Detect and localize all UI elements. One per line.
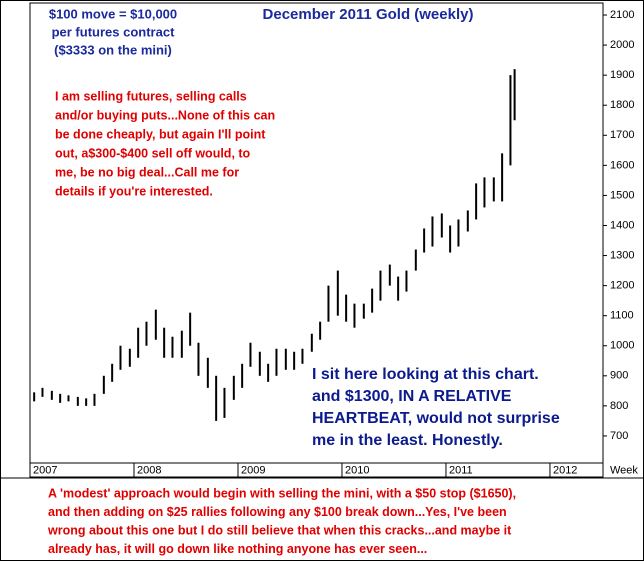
y-tick-label: 900	[610, 370, 628, 382]
annotation: me in the least. Honestly.	[312, 432, 503, 449]
y-tick-label: 1500	[610, 189, 634, 201]
annotation: ($3333 on the mini)	[54, 42, 172, 57]
y-tick-label: 1200	[610, 280, 634, 292]
y-tick-label: 1900	[610, 69, 634, 81]
annotation: I am selling futures, selling calls	[55, 89, 247, 103]
x-tick-label: 2010	[345, 464, 369, 476]
annotation: be done cheaply, but again I'll point	[55, 127, 266, 141]
y-tick-label: 1400	[610, 219, 634, 231]
x-tick-label: 2011	[449, 464, 473, 476]
annotation: details if you're interested.	[55, 184, 213, 198]
y-tick-label: 1100	[610, 310, 634, 322]
annotation: already has, it will go down like nothin…	[48, 542, 427, 556]
x-tick-label: 2007	[33, 464, 57, 476]
y-tick-label: 1000	[610, 340, 634, 352]
y-tick-label: 2100	[610, 9, 634, 21]
chart-title: December 2011 Gold (weekly)	[263, 6, 474, 23]
x-axis-label: Week	[610, 464, 638, 476]
annotation: I sit here looking at this chart.	[312, 366, 539, 383]
annotation: per futures contract	[52, 24, 175, 39]
y-tick-label: 2000	[610, 39, 634, 51]
y-tick-label: 1600	[610, 159, 634, 171]
y-tick-label: 1800	[610, 99, 634, 111]
annotation: A 'modest' approach would begin with sel…	[48, 486, 516, 500]
annotation: HEARTBEAT, would not surprise	[312, 410, 560, 427]
x-tick-label: 2008	[137, 464, 161, 476]
annotation: and $1300, IN A RELATIVE	[312, 388, 512, 405]
annotation: and/or buying puts...None of this can	[55, 108, 275, 122]
y-tick-label: 1700	[610, 129, 634, 141]
y-tick-label: 1300	[610, 249, 634, 261]
annotation: $100 move = $10,000	[49, 6, 177, 21]
y-tick-label: 700	[610, 430, 628, 442]
y-tick-label: 800	[610, 400, 628, 412]
annotation: out, a$300-$400 sell off would, to	[55, 146, 251, 160]
annotation: wrong about this one but I do still beli…	[47, 523, 512, 537]
x-tick-label: 2009	[241, 464, 265, 476]
x-tick-label: 2012	[553, 464, 577, 476]
annotation: and then adding on $25 rallies following…	[48, 505, 507, 519]
annotation: me, be no big deal...Call me for	[55, 165, 239, 179]
